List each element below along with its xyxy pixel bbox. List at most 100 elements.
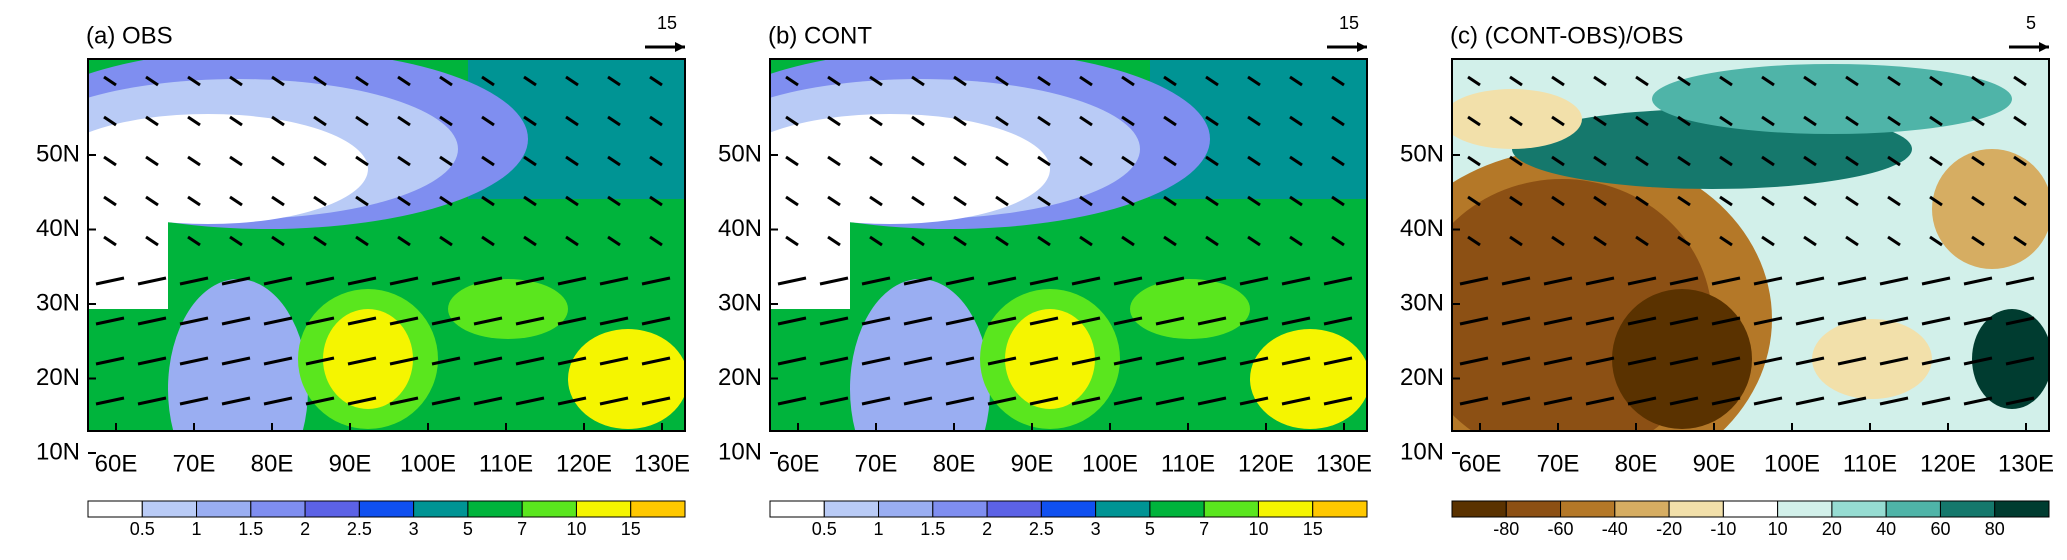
wind-arrow: [523, 75, 537, 87]
wind-arrow: [187, 195, 201, 207]
wind-arrow: [137, 356, 167, 366]
wind-arrow: [1459, 396, 1489, 406]
wind-arrow: [389, 356, 419, 366]
colorbar-box: [467, 500, 523, 518]
wind-arrow: [827, 155, 841, 167]
colorbar-label: 2: [300, 519, 310, 539]
wind-arrow: [1803, 195, 1817, 207]
lon-label: 70E: [855, 450, 898, 477]
wind-arrow: [103, 235, 117, 247]
map-field: [770, 59, 1367, 431]
wind-arrow: [103, 195, 117, 207]
wind-arrow: [607, 75, 621, 87]
wind-arrow: [389, 396, 419, 406]
wind-arrow: [777, 396, 807, 406]
wind-arrow: [777, 316, 807, 326]
wind-arrow: [1711, 356, 1741, 366]
wind-arrow: [271, 195, 285, 207]
colorbar-box: [87, 500, 143, 518]
lat-label: 40N: [718, 215, 762, 242]
contour-fill: [1652, 64, 2012, 134]
wind-arrow: [271, 155, 285, 167]
wind-arrow: [1155, 316, 1185, 326]
lon-label: 60E: [777, 450, 820, 477]
wind-arrow: [1121, 155, 1135, 167]
wind-arrow: [1753, 356, 1783, 366]
wind-arrow: [355, 155, 369, 167]
wind-arrow: [229, 195, 243, 207]
lat-label: 50N: [36, 140, 80, 167]
lon-label: 130E: [634, 450, 690, 477]
wind-arrow: [1289, 235, 1303, 247]
colorbar-label: -80: [1493, 519, 1519, 539]
colorbar-label: 5: [463, 519, 473, 539]
wind-arrow: [313, 115, 327, 127]
wind-arrow: [1711, 316, 1741, 326]
colorbar-box: [1312, 500, 1368, 518]
colorbar-box: [1451, 500, 1507, 518]
wind-arrow: [187, 115, 201, 127]
wind-arrow: [1795, 356, 1825, 366]
wind-arrow: [1247, 235, 1261, 247]
wind-arrow: [1205, 115, 1219, 127]
wind-arrow: [1929, 235, 1943, 247]
wind-arrow: [2013, 155, 2027, 167]
wind-arrow: [397, 195, 411, 207]
wind-arrow: [861, 396, 891, 406]
wind-arrow: [1677, 155, 1691, 167]
wind-arrow: [1963, 356, 1993, 366]
wind-arrow: [1795, 396, 1825, 406]
wind-arrow: [1247, 75, 1261, 87]
wind-arrow: [641, 316, 671, 326]
wind-arrow: [1921, 316, 1951, 326]
wind-arrow: [1971, 115, 1985, 127]
wind-arrow: [263, 356, 293, 366]
wind-arrow: [1677, 195, 1691, 207]
wind-arrow: [1627, 276, 1657, 286]
colorbar-label: -60: [1548, 519, 1574, 539]
wind-arrow: [599, 396, 629, 406]
wind-arrow: [1113, 396, 1143, 406]
wind-arrow: [1205, 235, 1219, 247]
wind-arrow: [777, 276, 807, 286]
wind-arrow: [1331, 235, 1345, 247]
wind-arrow: [827, 115, 841, 127]
wind-arrow: [607, 155, 621, 167]
wind-arrow: [1079, 115, 1093, 127]
lon-label: 60E: [95, 450, 138, 477]
wind-arrow: [911, 195, 925, 207]
wind-arrow: [557, 316, 587, 326]
wind-arrow: [1761, 195, 1775, 207]
wind-arrow: [649, 115, 663, 127]
wind-arrow: [1501, 356, 1531, 366]
wind-arrow: [1635, 115, 1649, 127]
wind-arrow: [103, 155, 117, 167]
wind-arrow: [1879, 316, 1909, 326]
colorbar-box: [1257, 500, 1314, 518]
wind-arrow: [953, 155, 967, 167]
wind-arrow: [1761, 235, 1775, 247]
wind-arrow: [137, 316, 167, 326]
wind-arrow: [1239, 316, 1269, 326]
wind-arrow: [1887, 155, 1901, 167]
wind-arrow: [1239, 276, 1269, 286]
colorbar-box: [1777, 500, 1833, 518]
colorbar-label: 15: [1303, 519, 1323, 539]
panel-title: (a) OBS: [86, 22, 173, 49]
wind-arrow: [1029, 396, 1059, 406]
wind-arrow: [565, 115, 579, 127]
lat-label: 30N: [1400, 289, 1444, 316]
lat-label: 30N: [36, 289, 80, 316]
wind-arrow: [1247, 195, 1261, 207]
colorbar-box: [1095, 500, 1151, 518]
wind-arrow: [1845, 235, 1859, 247]
colorbar-label: 15: [621, 519, 641, 539]
wind-arrow: [1879, 276, 1909, 286]
lon-label: 60E: [1459, 450, 1502, 477]
wind-arrow: [271, 235, 285, 247]
wind-arrow: [641, 276, 671, 286]
lon-label: 120E: [1238, 450, 1294, 477]
wind-arrow: [515, 276, 545, 286]
wind-arrow: [1289, 155, 1303, 167]
colorbar-box: [141, 500, 198, 518]
